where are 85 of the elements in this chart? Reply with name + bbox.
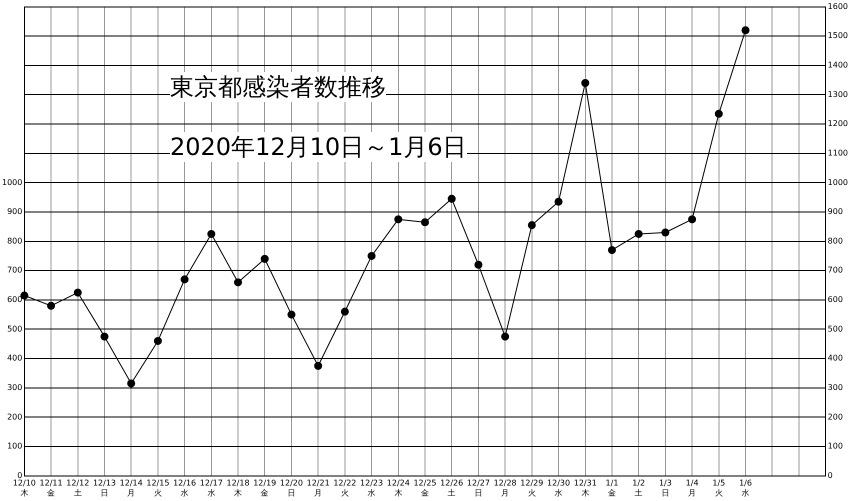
x-tick-label: 12/27 日: [466, 478, 490, 498]
text: 東京都感染者数推移: [170, 72, 386, 102]
y2-tick-label: 0: [828, 470, 833, 480]
point: [127, 379, 136, 388]
y-tick-label: 900: [7, 207, 22, 216]
point: [661, 228, 670, 237]
y-tick-label: 600: [7, 295, 22, 304]
y2-tick-label: 500: [828, 324, 843, 334]
y2-tick-label: 200: [828, 412, 843, 422]
y2-tick-label: 900: [828, 207, 843, 216]
y2-tick-label: 1200: [828, 119, 848, 128]
x-tick-label: 12/26 土: [440, 478, 464, 498]
x-tick-label: 12/31 木: [574, 478, 597, 498]
x-tick-label: 12/14 月: [120, 478, 143, 498]
x-tick-label: 12/13 日: [92, 478, 116, 498]
y2-tick-label: 1000: [828, 178, 848, 187]
x-tick-label: 12/30 水: [547, 478, 570, 498]
x-tick-label: 12/21 月: [306, 478, 330, 498]
point: [394, 215, 402, 224]
y-tick-label: 800: [7, 236, 22, 246]
x-tick-label: 12/15 火: [146, 478, 170, 498]
x-tick-label: 1/4 月: [686, 478, 699, 498]
x-tick-label: 12/17 水: [200, 478, 223, 498]
y2-tick-label: 300: [828, 382, 843, 392]
x-tick-label: 1/3 日: [658, 478, 672, 498]
x-tick-label: 1/1 金: [606, 478, 618, 498]
y-tick-label: 200: [7, 412, 22, 422]
point: [74, 288, 82, 297]
point: [608, 246, 616, 254]
y2-tick-label: 800: [828, 236, 843, 246]
point: [448, 194, 456, 203]
y-tick-label: 400: [7, 354, 22, 363]
point: [742, 26, 750, 34]
x-tick-label: 12/28 月: [494, 478, 517, 498]
y2-tick-label: 700: [828, 266, 843, 275]
x-tick-label: 12/23 水: [360, 478, 384, 498]
point: [474, 260, 482, 269]
y-tick-label: 300: [7, 382, 22, 392]
y2-tick-label: 100: [828, 442, 843, 451]
point: [260, 254, 269, 263]
point: [554, 198, 563, 206]
x-tick-label: 1/5 火: [712, 478, 726, 498]
x-tick-label: 12/22 火: [333, 478, 356, 498]
y2-tick-label: 600: [828, 295, 843, 304]
point: [314, 362, 322, 370]
point: [688, 215, 696, 224]
x-tick-label: 12/29 火: [520, 478, 544, 498]
point: [368, 252, 376, 260]
x-tick-label: 12/12 土: [66, 478, 90, 498]
x-tick-label: 1/6 水: [739, 478, 752, 498]
point: [340, 308, 349, 316]
x-tick-label: 12/16 水: [173, 478, 196, 498]
y-tick-label: 1000: [2, 178, 22, 187]
point: [714, 110, 723, 118]
x-tick-label: 12/25 金: [413, 478, 437, 498]
point: [501, 332, 510, 341]
point: [581, 79, 590, 88]
text: 2020年12月10日～1月6日: [170, 132, 467, 162]
point: [180, 275, 189, 284]
point: [207, 230, 216, 238]
x-tick-label: 1/2 土: [632, 478, 646, 498]
x-tick-label: 12/10 木: [12, 478, 36, 498]
point: [234, 278, 242, 286]
y2-tick-label: 400: [828, 354, 843, 363]
y-tick-label: 500: [7, 324, 22, 334]
point: [287, 310, 296, 319]
y-tick-label: 700: [7, 266, 22, 275]
x-tick-label: 12/20 日: [280, 478, 303, 498]
y2-tick-label: 1100: [828, 148, 848, 158]
x-tick-label: 12/11 金: [40, 478, 63, 498]
point: [47, 302, 56, 310]
point: [421, 218, 429, 226]
point: [154, 336, 162, 345]
point: [634, 230, 643, 238]
point: [100, 332, 108, 341]
y2-tick-label: 1300: [828, 90, 848, 99]
y2-tick-label: 1400: [828, 60, 848, 70]
x-tick-label: 12/24 木: [386, 478, 410, 498]
y-tick-label: 100: [7, 442, 22, 451]
y2-tick-label: 1600: [828, 2, 848, 11]
x-tick-label: 12/18 木: [226, 478, 250, 498]
point: [528, 221, 536, 230]
x-tick-label: 12/19 金: [253, 478, 276, 498]
y2-tick-label: 1500: [828, 31, 848, 40]
y-tick-label: 0: [17, 470, 22, 480]
